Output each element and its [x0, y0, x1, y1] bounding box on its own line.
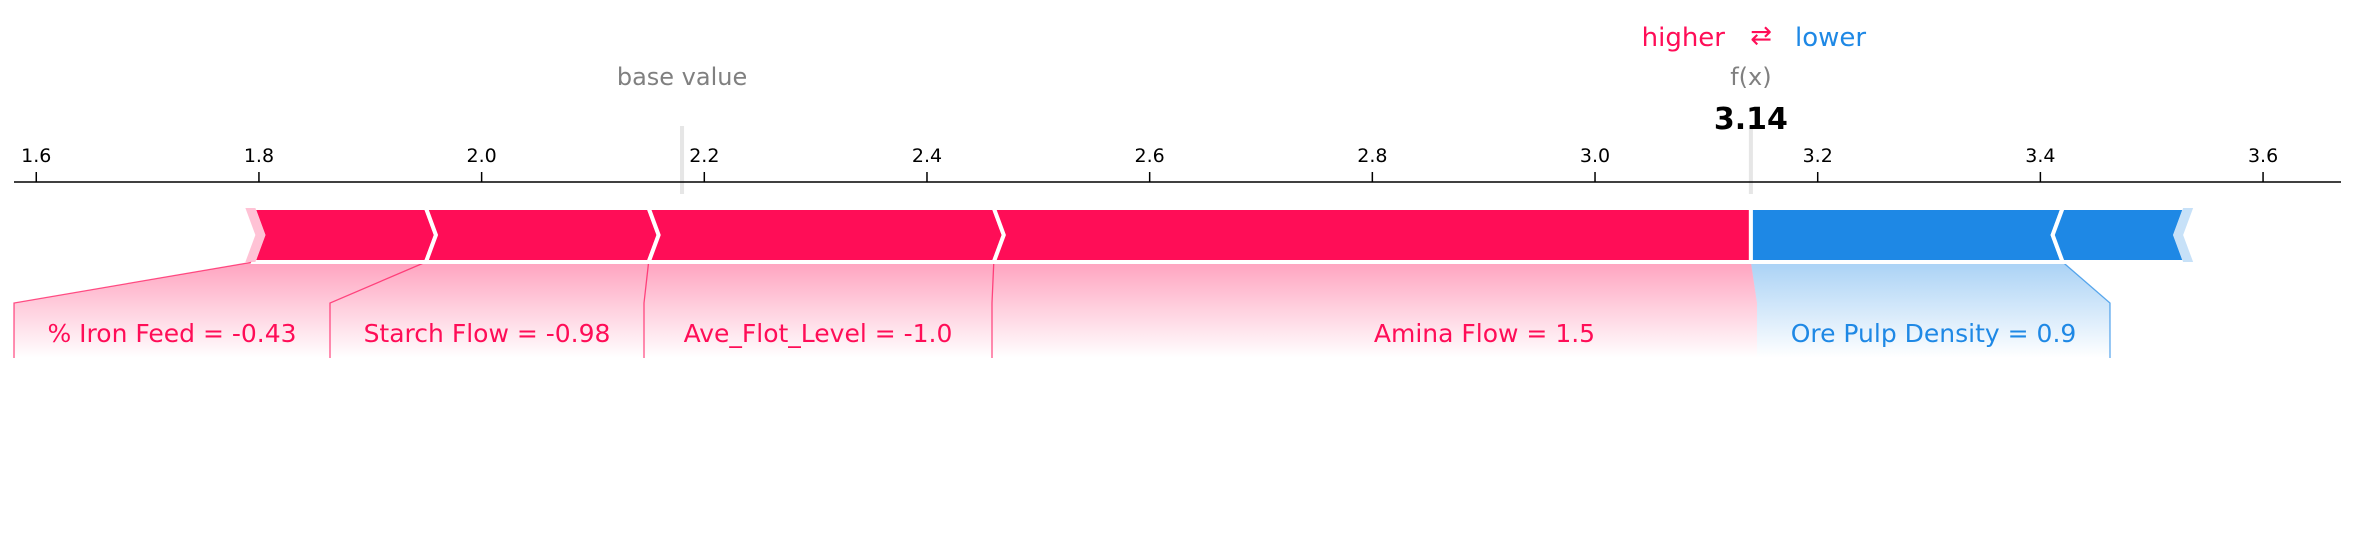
- x-tick-label: 2.6: [1135, 145, 1165, 167]
- feature-gradient: [330, 262, 649, 358]
- x-tick-label: 2.0: [467, 145, 497, 167]
- feature-label-positive: Amina Flow = 1.5: [1374, 319, 1595, 348]
- force-bar-negative-tail: [2173, 208, 2194, 262]
- feature-connector: [991, 261, 995, 358]
- force-bar-positive: [250, 206, 439, 264]
- x-tick-label: 1.8: [244, 145, 274, 167]
- feature-connector: [329, 261, 427, 358]
- feature-connector: [13, 261, 254, 358]
- feature-gradient: [644, 262, 994, 358]
- x-tick-label: 1.6: [21, 145, 51, 167]
- output-value: 3.14: [1714, 102, 1788, 137]
- force-bar-positive-tail: [245, 208, 266, 262]
- x-tick-label: 3.4: [2025, 145, 2055, 167]
- legend-lower: lower: [1795, 23, 1866, 53]
- x-tick-label: 3.6: [2248, 145, 2278, 167]
- feature-gradient: [992, 262, 1757, 358]
- x-tick-label: 3.0: [1580, 145, 1610, 167]
- legend-arrows-icon: ⇄: [1750, 21, 1772, 51]
- output-label: f(x): [1730, 63, 1771, 91]
- feature-connector: [2062, 261, 2111, 358]
- feature-label-positive: Starch Flow = -0.98: [364, 319, 611, 348]
- x-tick-label: 2.2: [689, 145, 719, 167]
- force-bar-negative: [1748, 206, 2066, 264]
- force-bar-positive: [645, 206, 1006, 264]
- base-value-label: base value: [617, 63, 747, 91]
- force-bar-positive: [990, 206, 1753, 264]
- force-bar-positive: [423, 206, 661, 264]
- feature-connector: [643, 261, 650, 358]
- x-tick-label: 2.8: [1357, 145, 1387, 167]
- legend-higher: higher: [1642, 23, 1726, 53]
- x-tick-label: 2.4: [912, 145, 942, 167]
- feature-gradient: [1750, 262, 2110, 358]
- x-tick-label: 3.2: [1803, 145, 1833, 167]
- force-bar-negative: [2050, 206, 2188, 264]
- feature-label-positive: % Iron Feed = -0.43: [47, 319, 296, 348]
- feature-label-negative: Ore Pulp Density = 0.9: [1791, 319, 2077, 348]
- x-axis: 1.6 1.8 2.0 2.2 2.4 2.6 2.8 3.0 3.2 3.4 3.6: [14, 145, 2341, 183]
- feature-label-positive: Ave_Flot_Level = -1.0: [684, 319, 953, 348]
